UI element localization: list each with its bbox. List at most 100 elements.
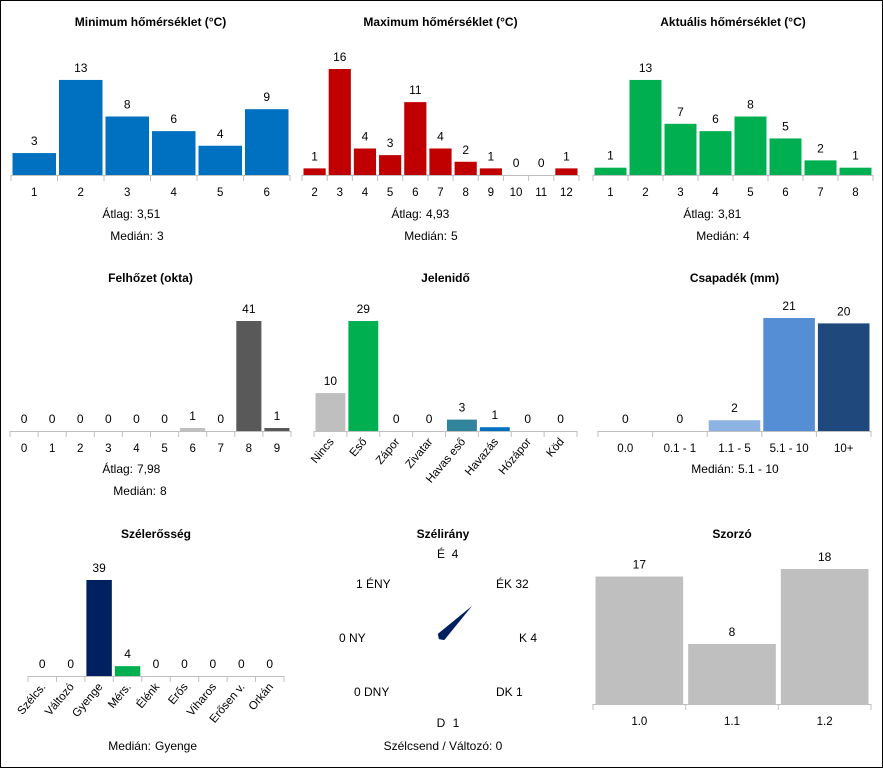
- bar[interactable]: [769, 138, 802, 175]
- data-label: 11: [409, 83, 422, 97]
- x-tick-label: 8: [462, 187, 468, 199]
- stat-label: Medián:: [696, 229, 739, 243]
- bar[interactable]: [688, 644, 776, 704]
- x-tick-label: 3: [124, 187, 130, 199]
- bar[interactable]: [348, 321, 379, 431]
- data-label: 2: [731, 401, 738, 415]
- data-label: 1: [563, 149, 570, 163]
- x-tick-label: 5: [387, 187, 393, 199]
- x-tick-label: 7: [817, 187, 823, 199]
- x-tick-label: 7: [437, 187, 443, 199]
- x-tick-label: 4: [712, 187, 719, 199]
- direction-label: D: [437, 716, 446, 730]
- data-label: 3: [459, 401, 466, 415]
- data-label: 0: [513, 156, 520, 170]
- data-label: 0: [210, 657, 217, 671]
- x-tick-label: 11: [535, 187, 547, 199]
- x-tick-label: Nincs: [309, 436, 337, 466]
- chart-wind: Szélerősség0Szélcs.0Változó39Gyenge4Mérs…: [15, 527, 285, 753]
- data-label: 21: [782, 299, 796, 313]
- data-label: 10: [324, 374, 338, 388]
- x-tick-label: Havazás: [463, 436, 501, 478]
- bar[interactable]: [763, 318, 815, 431]
- x-tick-label: 3: [105, 443, 111, 455]
- bar[interactable]: [479, 168, 502, 175]
- data-label: 0: [77, 412, 84, 426]
- bar[interactable]: [595, 576, 684, 705]
- data-label: 9: [263, 90, 270, 104]
- data-label: 3: [387, 136, 394, 150]
- x-tick-label: Mérs.: [106, 681, 134, 711]
- bar[interactable]: [839, 167, 872, 175]
- x-tick-label: 4: [171, 187, 178, 199]
- data-label: 0: [67, 657, 74, 671]
- bar[interactable]: [152, 131, 196, 175]
- stat-value: 5: [451, 229, 458, 243]
- bar[interactable]: [594, 167, 627, 175]
- wind-direction-arrow: [437, 605, 473, 641]
- x-tick-label: Orkán: [247, 681, 276, 713]
- bar[interactable]: [198, 145, 243, 175]
- data-label: 0: [524, 412, 531, 426]
- bar[interactable]: [264, 428, 290, 431]
- direction-label: 0 NY: [339, 631, 366, 645]
- x-tick-label: 9: [488, 187, 494, 199]
- data-label: 29: [357, 302, 371, 316]
- bar[interactable]: [105, 116, 150, 176]
- stat-label: Medián:: [404, 229, 447, 243]
- bar[interactable]: [353, 148, 377, 176]
- bar[interactable]: [699, 131, 732, 175]
- x-tick-label: 6: [264, 187, 270, 199]
- bar[interactable]: [236, 321, 262, 431]
- bar[interactable]: [245, 109, 289, 175]
- bar[interactable]: [404, 102, 427, 175]
- bar[interactable]: [804, 160, 837, 175]
- x-tick-label: 1: [31, 187, 37, 199]
- bar[interactable]: [708, 420, 761, 431]
- bar[interactable]: [664, 123, 697, 175]
- x-tick-label: 0.1 - 1: [664, 443, 697, 455]
- bar[interactable]: [454, 161, 477, 175]
- chart-title: Jelenidő: [421, 271, 470, 285]
- x-tick-label: 1: [49, 443, 55, 455]
- bar[interactable]: [429, 148, 452, 176]
- bar[interactable]: [447, 419, 477, 431]
- data-label: 0: [238, 657, 245, 671]
- bar[interactable]: [180, 428, 206, 431]
- bar[interactable]: [114, 666, 141, 676]
- stat-value: 8: [160, 484, 167, 498]
- bar[interactable]: [86, 580, 112, 676]
- x-tick-label: Eső: [348, 436, 370, 459]
- chart-title: Maximum hőmérséklet (°C): [363, 15, 517, 29]
- bar[interactable]: [59, 79, 103, 175]
- data-label: 1: [607, 149, 614, 163]
- stat-value: 4: [743, 229, 750, 243]
- bar[interactable]: [379, 155, 402, 175]
- data-label: 0: [622, 412, 629, 426]
- x-tick-label: 2: [78, 187, 84, 199]
- x-tick-label: 2: [77, 443, 83, 455]
- stat-value: 3: [157, 229, 164, 243]
- bar[interactable]: [555, 168, 578, 175]
- bar[interactable]: [629, 79, 662, 175]
- bar[interactable]: [817, 323, 870, 431]
- data-label: 0: [161, 412, 168, 426]
- bar[interactable]: [780, 569, 869, 704]
- chart-dir: Szélirány É 4 ÉK 32 K 4 DK 1 D 1 0 DNY 0 NY 1 ÉNY S…: [339, 527, 537, 753]
- stat-label: Medián:: [691, 462, 734, 476]
- bar[interactable]: [12, 153, 57, 175]
- bar[interactable]: [328, 69, 351, 175]
- x-tick-label: 10+: [834, 443, 854, 455]
- bar[interactable]: [315, 393, 346, 431]
- data-label: 2: [462, 143, 469, 157]
- x-tick-label: 1.1: [724, 716, 740, 728]
- x-tick-label: 1.1 - 5: [718, 443, 751, 455]
- bar[interactable]: [734, 116, 767, 176]
- x-tick-label: 1.0: [631, 716, 647, 728]
- stat-label: Átlag:: [391, 206, 422, 221]
- bar[interactable]: [303, 168, 326, 175]
- stat-value: 3,81: [718, 207, 742, 221]
- bar[interactable]: [479, 427, 510, 431]
- data-label: 1: [491, 408, 498, 422]
